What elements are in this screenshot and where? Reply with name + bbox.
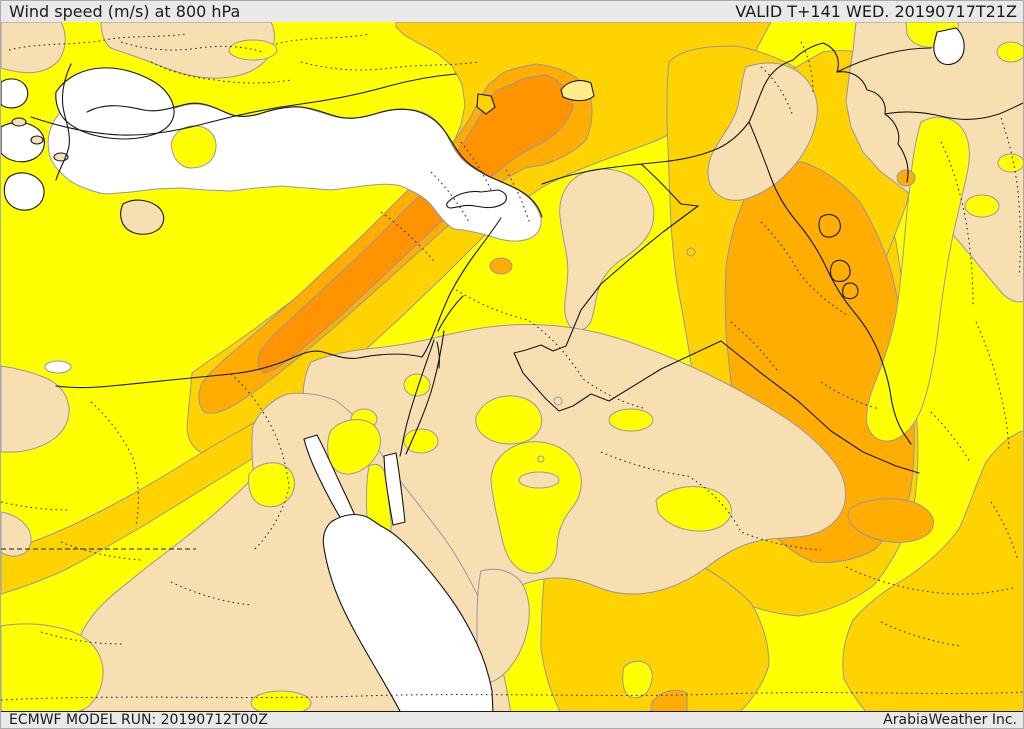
border-caucasus3 bbox=[836, 47, 932, 73]
header-bar: Wind speed (m/s) at 800 hPa VALID T+141 … bbox=[1, 1, 1023, 22]
wind-speed-contour-map bbox=[1, 22, 1023, 713]
small-contour-rings bbox=[537, 247, 696, 463]
island-small2 bbox=[30, 135, 44, 145]
cream-topleft bbox=[1, 22, 66, 74]
yellow-blob-saudi1 bbox=[475, 395, 543, 445]
yellow-hole-top bbox=[228, 39, 278, 61]
white-mediterranean bbox=[47, 97, 542, 242]
yellow-blob-saudi4 bbox=[655, 486, 732, 532]
black-sea bbox=[55, 67, 175, 140]
contour-orange-bottom-spot bbox=[650, 689, 688, 713]
map-title: Wind speed (m/s) at 800 hPa bbox=[9, 2, 241, 21]
lake-tuz bbox=[476, 93, 496, 115]
cream-redsea-east bbox=[476, 568, 530, 685]
aegean-white1 bbox=[1, 78, 29, 109]
lake-van bbox=[560, 80, 595, 102]
yellow-blob-ne3 bbox=[964, 194, 1000, 218]
lake-iraq1 bbox=[818, 214, 841, 238]
lowest-band-and-water bbox=[1, 27, 965, 713]
islands-and-lakes bbox=[11, 80, 859, 369]
gulf-of-aqaba bbox=[383, 452, 406, 526]
yellow-blob-saudi3 bbox=[608, 408, 654, 432]
admin-borders-dotted bbox=[1, 33, 1023, 701]
orange-spot-south bbox=[847, 498, 935, 543]
yellow-sinai1 bbox=[248, 462, 296, 508]
border-iraq-iran bbox=[748, 121, 912, 445]
yellow-blob-sw bbox=[250, 690, 312, 713]
contour-deep-orange-core bbox=[257, 74, 574, 374]
aegean-white3 bbox=[3, 172, 45, 211]
border-israel-jordan bbox=[405, 330, 445, 455]
country-borders bbox=[30, 42, 1023, 474]
coast-levant bbox=[421, 217, 502, 358]
caspian-sea bbox=[933, 27, 965, 66]
model-run-label: ECMWF MODEL RUN: 20190712T00Z bbox=[9, 712, 268, 728]
coast-aegean bbox=[55, 63, 72, 181]
cream-caucasus-arm bbox=[707, 62, 818, 201]
border-syria-iraq bbox=[640, 163, 699, 207]
yellow-blob-ne2 bbox=[997, 153, 1023, 173]
cream-egypt-coastal bbox=[1, 365, 70, 453]
border-caucasus1 bbox=[792, 42, 909, 183]
cream-east-syria-blob bbox=[559, 168, 655, 331]
border-iraq-jordan-saudi bbox=[513, 205, 920, 474]
coast-egypt bbox=[55, 350, 423, 389]
white-coastal-oval bbox=[44, 360, 72, 374]
valid-time-label: VALID T+141 WED. 20190717T21Z bbox=[735, 2, 1017, 21]
mid-band-yellow-patches bbox=[1, 22, 1023, 713]
coast-turkey-south bbox=[86, 102, 543, 218]
orange-spot-east-edge bbox=[896, 169, 916, 187]
weather-map bbox=[1, 22, 1023, 713]
border-israel-egypt bbox=[399, 339, 435, 457]
cyprus-island bbox=[446, 189, 507, 209]
yellow-strip-zagros bbox=[866, 116, 970, 442]
cream-left-wedge bbox=[1, 511, 32, 557]
cream-hole-in-yellow bbox=[518, 471, 560, 489]
contour-gold-southeast bbox=[842, 430, 1023, 713]
yellow-hole-bottom bbox=[622, 660, 653, 699]
yellow-blob-jordan1 bbox=[403, 373, 431, 397]
yellow-sinai3 bbox=[403, 428, 439, 454]
lake-iraq2 bbox=[829, 259, 851, 282]
border-israel-north bbox=[437, 295, 464, 332]
lake-iraq3 bbox=[842, 282, 859, 300]
yellow-sinai2 bbox=[327, 419, 382, 475]
orange-spots bbox=[489, 169, 935, 543]
brand-label: ArabiaWeather Inc. bbox=[883, 712, 1017, 728]
yellow-enclave-in-white bbox=[170, 125, 217, 169]
border-caucasus2 bbox=[884, 102, 1023, 120]
island-rhodes bbox=[120, 199, 165, 235]
orange-spot-jordan bbox=[489, 257, 513, 275]
yellow-blob-saudi2 bbox=[490, 441, 582, 574]
island-small1 bbox=[11, 117, 27, 127]
footer-bar: ECMWF MODEL RUN: 20190712T00Z ArabiaWeat… bbox=[1, 711, 1023, 728]
coast-black-sea-turkey bbox=[30, 73, 457, 136]
yellow-blob-ne1 bbox=[996, 41, 1023, 63]
border-turkey-syria bbox=[541, 59, 794, 185]
dead-sea bbox=[436, 341, 440, 369]
red-sea bbox=[322, 513, 494, 713]
